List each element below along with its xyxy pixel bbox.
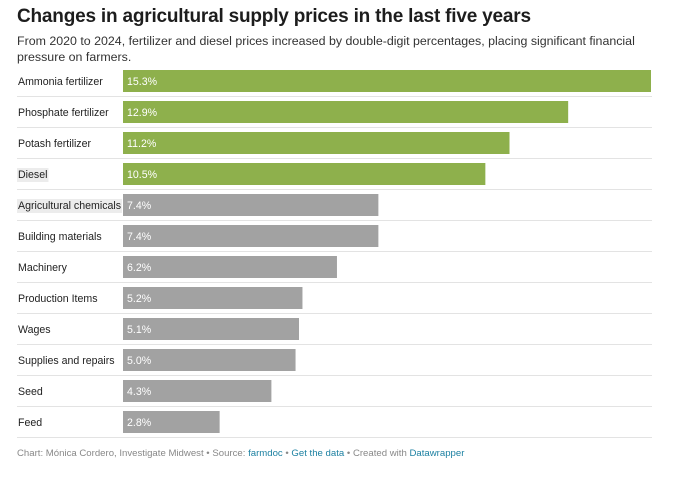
value-label: 5.0%: [127, 355, 152, 367]
footer-separator: •: [344, 448, 353, 459]
bar-row: Supplies and repairs 5.0%: [17, 349, 652, 376]
category-label: Machinery: [18, 262, 68, 274]
bar: [123, 225, 379, 247]
value-label: 2.8%: [127, 417, 152, 429]
footer-source-label: Source:: [212, 448, 249, 459]
bar: [123, 318, 299, 340]
category-label: Potash fertilizer: [18, 138, 91, 150]
datawrapper-link[interactable]: Datawrapper: [409, 448, 465, 459]
value-label: 5.1%: [127, 324, 152, 336]
bar-row: Machinery 6.2%: [17, 256, 652, 283]
category-label: Ammonia fertilizer: [18, 76, 103, 88]
category-label: Diesel: [18, 169, 47, 181]
bar-row: Ammonia fertilizer 15.3%: [17, 70, 652, 97]
bar: [123, 163, 486, 185]
category-label: Supplies and repairs: [18, 355, 115, 367]
value-label: 11.2%: [127, 138, 157, 150]
bar-row: Building materials 7.4%: [17, 225, 652, 252]
bar: [123, 101, 569, 123]
category-label: Phosphate fertilizer: [18, 107, 109, 119]
bar: [123, 411, 220, 433]
value-label: 10.5%: [127, 169, 158, 181]
category-label: Feed: [18, 417, 42, 429]
bar-row: Production Items 5.2%: [17, 287, 652, 314]
chart-subtitle: From 2020 to 2024, fertilizer and diesel…: [17, 34, 635, 64]
get-the-data-link[interactable]: Get the data: [291, 448, 345, 459]
chart-title: Changes in agricultural supply prices in…: [17, 6, 531, 27]
value-label: 4.3%: [127, 386, 152, 398]
value-label: 6.2%: [127, 262, 152, 274]
bar: [123, 132, 510, 154]
chart-footer: Chart: Mónica Cordero, Investigate Midwe…: [17, 448, 464, 459]
footer-credit: Chart: Mónica Cordero, Investigate Midwe…: [17, 448, 204, 459]
category-label: Wages: [18, 324, 51, 336]
bar: [123, 256, 337, 278]
value-label: 7.4%: [127, 200, 152, 212]
category-label: Production Items: [18, 293, 98, 305]
category-label-highlight: [17, 168, 49, 182]
bar: [123, 287, 303, 309]
bar: [123, 380, 272, 402]
bar-row: Seed 4.3%: [17, 380, 652, 407]
bar-row: Agricultural chemicals 7.4%: [17, 194, 652, 221]
value-label: 7.4%: [127, 231, 152, 243]
bar: [123, 70, 651, 92]
value-label: 15.3%: [127, 76, 158, 88]
bar-row: Phosphate fertilizer 12.9%: [17, 101, 652, 128]
footer-separator: •: [203, 448, 213, 459]
bar-row: Potash fertilizer 11.2%: [17, 132, 652, 159]
category-label: Building materials: [18, 231, 102, 243]
bar-row: Diesel 10.5%: [17, 163, 652, 190]
value-label: 12.9%: [127, 107, 158, 119]
value-label: 5.2%: [127, 293, 152, 305]
source-link[interactable]: farmdoc: [248, 448, 283, 459]
category-label: Agricultural chemicals: [18, 200, 121, 212]
bar-row: Feed 2.8%: [17, 411, 652, 438]
category-label-highlight: [17, 199, 123, 213]
category-label: Seed: [18, 386, 43, 398]
bar: [123, 349, 296, 371]
bar: [123, 194, 379, 216]
bar-row: Wages 5.1%: [17, 318, 652, 345]
footer-separator: •: [282, 448, 292, 459]
footer-created-label: Created with: [352, 448, 410, 459]
